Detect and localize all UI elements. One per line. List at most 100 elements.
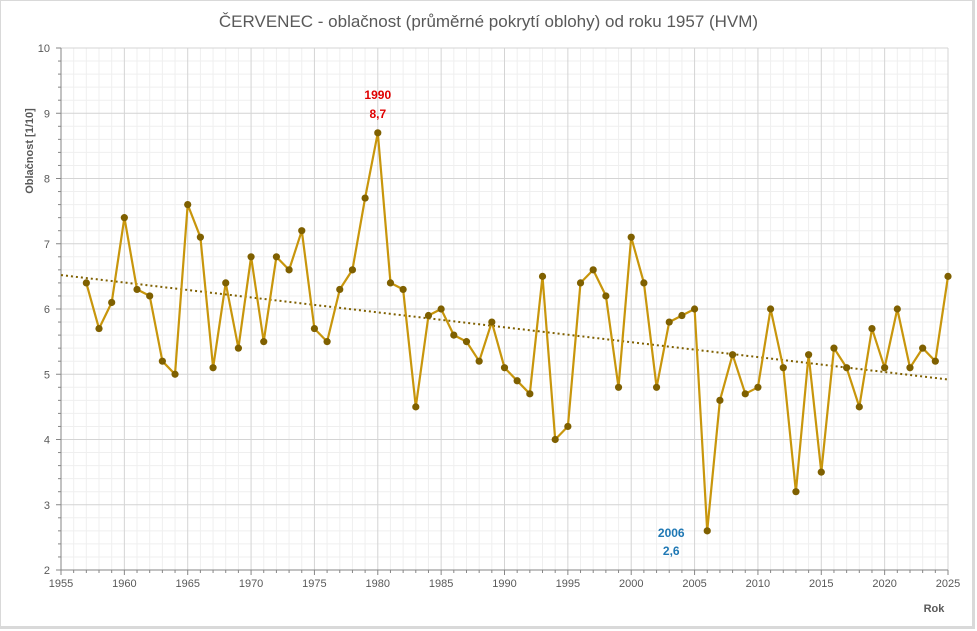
- data-point: [665, 318, 673, 326]
- trendline-group: [60, 274, 949, 381]
- data-point: [944, 272, 952, 280]
- data-point: [336, 285, 344, 294]
- data-point: [754, 383, 762, 391]
- chart-title: ČERVENEC - oblačnost (průměrné pokrytí o…: [218, 12, 759, 31]
- x-tick-label: 1955: [49, 578, 73, 590]
- data-point: [627, 233, 635, 241]
- data-point: [222, 279, 230, 287]
- data-point: [146, 292, 154, 300]
- data-point: [602, 292, 610, 300]
- x-tick-label: 1975: [302, 578, 326, 590]
- data-point: [386, 279, 395, 287]
- data-point: [805, 351, 813, 359]
- data-point: [196, 233, 204, 241]
- y-tick-label: 5: [44, 369, 50, 381]
- data-point: [424, 311, 433, 320]
- data-point: [931, 357, 939, 365]
- data-point: [450, 331, 458, 339]
- data-point: [868, 324, 876, 333]
- y-tick-label: 3: [44, 500, 50, 512]
- data-point: [741, 390, 749, 398]
- y-tick-label: 4: [44, 435, 50, 447]
- x-tick-labels: 1955 1960 1965 1970 1975 1980 1985 1990 1995 2000…: [49, 578, 960, 590]
- trendline: [60, 274, 949, 381]
- data-point: [285, 266, 293, 274]
- y-tick-label: 7: [44, 239, 50, 251]
- data-point: [209, 364, 217, 372]
- data-point: [108, 298, 116, 307]
- data-point: [260, 338, 268, 346]
- data-point: [678, 311, 686, 320]
- data-point: [538, 272, 547, 280]
- data-point: [690, 305, 699, 313]
- data-point: [247, 253, 255, 261]
- data-point: [234, 344, 242, 352]
- data-point: [526, 390, 534, 398]
- markers-group: [82, 129, 952, 535]
- data-point: [564, 422, 572, 431]
- data-point: [361, 194, 369, 202]
- data-point: [488, 318, 496, 326]
- annotation-value-max: 8,7: [369, 107, 386, 121]
- x-tick-label: 2010: [746, 578, 770, 590]
- y-tick-label: 2: [44, 565, 50, 577]
- x-tick-label: 1995: [556, 578, 580, 590]
- data-point: [184, 201, 192, 209]
- data-point: [614, 383, 623, 391]
- annotation-year-max: 1990: [364, 88, 391, 102]
- data-point: [462, 338, 471, 346]
- data-point: [298, 227, 306, 235]
- data-point: [843, 364, 851, 372]
- annotations-group: 1990 8,7 2006 2,6: [364, 88, 684, 558]
- data-point: [158, 357, 166, 365]
- data-point: [133, 285, 141, 294]
- x-axis-title: Rok: [924, 603, 946, 615]
- data-point: [779, 364, 787, 372]
- data-point: [881, 364, 889, 372]
- data-point: [855, 403, 863, 411]
- y-tick-label: 9: [44, 108, 50, 120]
- data-point: [500, 364, 509, 372]
- x-tick-label: 1980: [366, 578, 390, 590]
- data-point: [513, 377, 521, 385]
- data-point: [348, 266, 357, 274]
- data-point: [120, 214, 128, 222]
- data-point: [906, 364, 914, 372]
- data-point: [817, 468, 825, 476]
- x-tick-label: 2005: [682, 578, 706, 590]
- y-tick-labels: 2 3 4 5 6 7 8 9 10: [38, 43, 50, 577]
- x-tick-label: 1985: [429, 578, 453, 590]
- data-point: [437, 305, 445, 313]
- data-point: [323, 338, 331, 346]
- data-point: [310, 324, 319, 333]
- y-tick-label: 10: [38, 43, 50, 55]
- x-tick-label: 2020: [872, 578, 896, 590]
- x-tick-label: 1965: [175, 578, 199, 590]
- x-tick-label: 1990: [492, 578, 516, 590]
- data-point: [716, 396, 724, 404]
- data-point: [919, 344, 927, 352]
- data-point: [374, 129, 382, 137]
- annotation-year-min: 2006: [658, 526, 685, 540]
- y-tick-label: 8: [44, 174, 50, 186]
- data-point: [475, 357, 483, 365]
- data-point: [551, 435, 559, 444]
- data-point: [893, 305, 901, 313]
- x-tick-label: 2015: [809, 578, 833, 590]
- data-point: [95, 324, 103, 333]
- x-tick-label: 2000: [619, 578, 643, 590]
- x-tick-label: 1960: [112, 578, 136, 590]
- data-point: [703, 527, 711, 535]
- y-tick-label: 6: [44, 304, 50, 316]
- data-point: [399, 285, 407, 294]
- data-point: [272, 253, 281, 261]
- data-point: [82, 279, 90, 287]
- data-point: [640, 279, 648, 287]
- annotation-value-min: 2,6: [663, 544, 680, 558]
- axes: [56, 47, 949, 575]
- data-point: [728, 351, 737, 359]
- x-tick-label: 2025: [936, 578, 960, 590]
- data-point: [767, 305, 775, 313]
